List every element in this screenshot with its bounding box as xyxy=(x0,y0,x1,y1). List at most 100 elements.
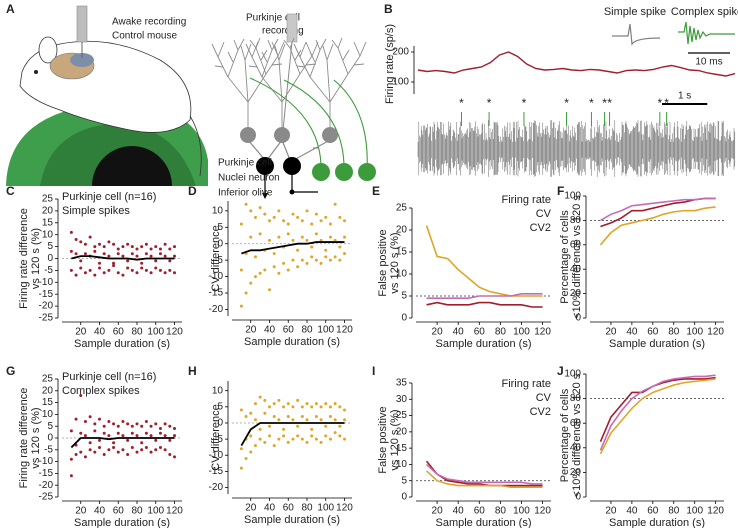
y-tick-label: 20 xyxy=(396,225,408,236)
point xyxy=(253,215,257,219)
x-tick-label: 20 xyxy=(605,327,617,338)
point xyxy=(130,252,134,256)
inset-waveform xyxy=(612,23,661,46)
point xyxy=(253,255,257,259)
point xyxy=(74,252,78,256)
point xyxy=(121,254,125,258)
x-tick-label: 100 xyxy=(513,506,530,517)
y-tick-label: 0 xyxy=(575,492,581,503)
x-tick-label: 80 xyxy=(131,506,143,517)
x-tick-label: 60 xyxy=(283,325,295,336)
point xyxy=(69,429,73,433)
y-tick-label: -15 xyxy=(209,288,224,299)
point xyxy=(291,418,295,422)
purkinje-axon xyxy=(247,139,331,161)
y-tick-label: 5 xyxy=(47,241,53,252)
point xyxy=(163,254,167,258)
series-line xyxy=(599,374,716,451)
panel-label: D xyxy=(188,184,197,198)
point xyxy=(253,444,257,448)
point xyxy=(239,466,243,470)
x-tick-label: 80 xyxy=(495,327,507,338)
point xyxy=(140,424,144,428)
point xyxy=(149,271,153,275)
point xyxy=(74,417,78,421)
point xyxy=(305,209,309,213)
point xyxy=(324,402,328,406)
x-tick-label: 120 xyxy=(166,327,183,338)
inset-scale-label: 10 ms xyxy=(695,57,722,68)
point xyxy=(107,268,111,272)
point xyxy=(277,271,281,275)
point xyxy=(135,247,139,251)
point xyxy=(144,419,148,423)
y-tick-label: 25 xyxy=(42,194,54,205)
point xyxy=(314,258,318,262)
event-marker: * xyxy=(522,96,527,110)
y-tick-label: 0 xyxy=(401,313,407,324)
y-axis-label: False positive xyxy=(377,406,389,473)
point xyxy=(79,266,83,270)
y-tick-label: 60 xyxy=(570,418,582,429)
point xyxy=(343,219,346,223)
point xyxy=(93,273,97,277)
y-axis-label: <10% difference vs 120 s xyxy=(571,195,583,319)
point xyxy=(300,235,304,239)
point xyxy=(144,445,148,449)
y-tick-label: 100 xyxy=(392,77,409,88)
x-tick-label: 120 xyxy=(336,503,353,514)
y-tick-label: 25 xyxy=(42,374,54,385)
point xyxy=(173,455,176,459)
point xyxy=(130,445,134,449)
point xyxy=(116,424,120,428)
point xyxy=(268,424,271,428)
y-tick-label: 60 xyxy=(570,239,582,250)
point xyxy=(93,249,97,253)
legend-text: CV2 xyxy=(530,406,551,418)
nuclei-soma xyxy=(256,157,274,175)
series-line xyxy=(426,463,543,485)
point xyxy=(249,281,253,285)
point xyxy=(98,266,101,270)
point xyxy=(249,209,253,213)
point xyxy=(272,444,276,448)
y-tick-label: -20 xyxy=(209,304,224,315)
legend-text: Firing rate xyxy=(501,194,551,206)
point xyxy=(79,394,83,398)
annotation: Purkinje cell (n=16) xyxy=(62,191,156,203)
point xyxy=(314,212,318,216)
y-tick-label: 80 xyxy=(570,215,582,226)
event-marker: * xyxy=(487,96,492,110)
y-tick-label: -20 xyxy=(39,480,54,491)
point xyxy=(286,222,290,226)
wheel-hub xyxy=(92,146,172,186)
point xyxy=(305,238,309,242)
point xyxy=(69,249,73,253)
point xyxy=(83,271,87,275)
x-tick-label: 100 xyxy=(317,325,334,336)
point xyxy=(319,440,323,444)
point xyxy=(291,212,295,216)
point xyxy=(163,434,167,438)
x-tick-label: 100 xyxy=(317,503,334,514)
x-tick-label: 120 xyxy=(534,506,551,517)
y-tick-label: -15 xyxy=(39,289,54,300)
point xyxy=(83,419,87,423)
panel-label: A xyxy=(6,2,15,16)
point xyxy=(158,431,162,435)
y-tick-label: 5 xyxy=(401,475,407,486)
point xyxy=(282,261,286,265)
point xyxy=(333,418,337,422)
point xyxy=(168,268,172,272)
olive-soma xyxy=(312,163,330,181)
event-marker: * xyxy=(602,96,607,110)
y-tick-label: 15 xyxy=(42,397,54,408)
circuit-title: recording xyxy=(262,26,304,37)
y-tick-label: -10 xyxy=(39,456,54,467)
x-tick-label: 60 xyxy=(647,327,659,338)
recording-electrode xyxy=(286,13,298,43)
series-line xyxy=(426,293,543,299)
